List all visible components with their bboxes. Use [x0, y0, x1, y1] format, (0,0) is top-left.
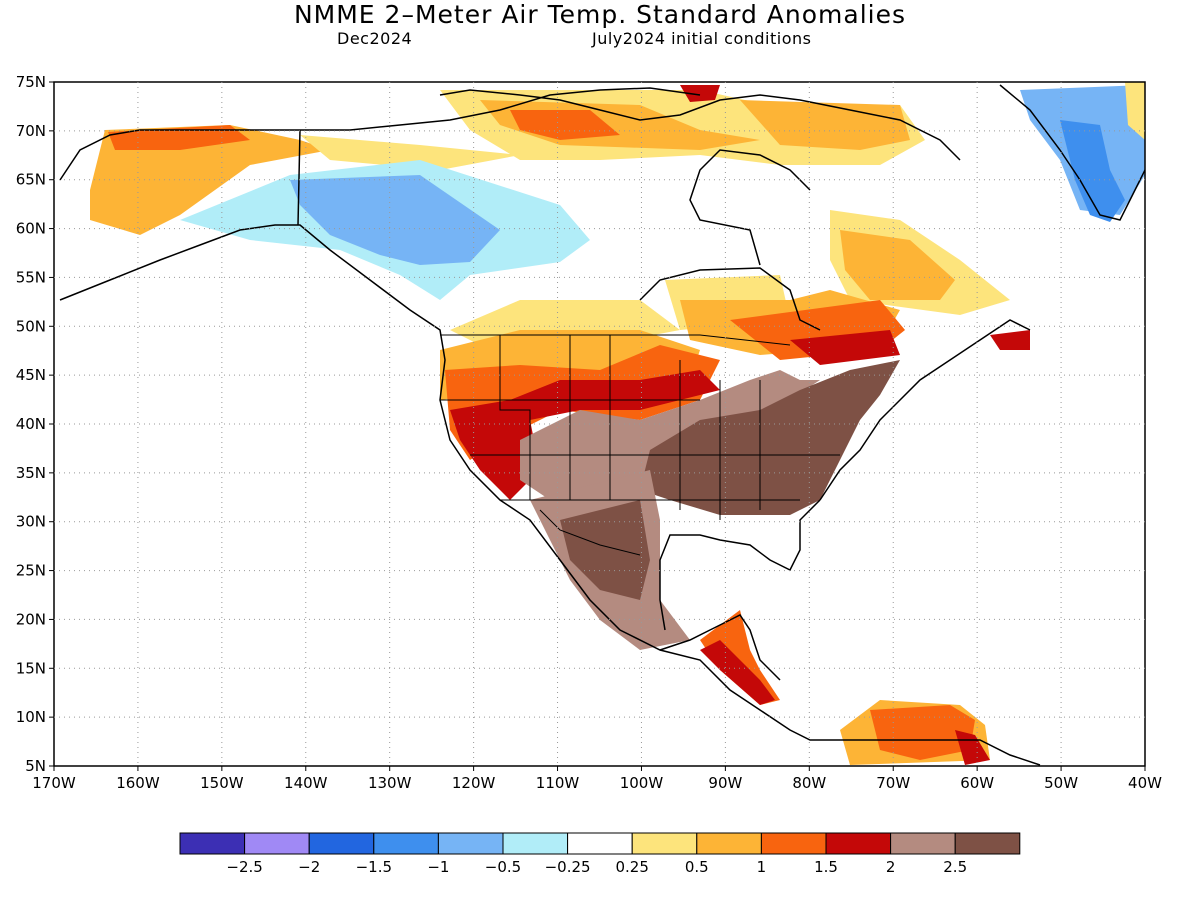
lat-tick-label: 40N: [16, 415, 46, 433]
anomaly-region: [300, 135, 520, 170]
legend-label: −2.5: [226, 858, 262, 876]
legend-swatch: [179, 832, 246, 855]
legend-label: 2: [886, 858, 896, 876]
legend-swatch: [437, 832, 504, 855]
anomaly-region: [450, 370, 720, 500]
legend-swatch: [631, 832, 698, 855]
map-title: NMME 2–Meter Air Temp. Standard Anomalie…: [293, 0, 907, 29]
anomaly-region: [740, 100, 910, 150]
anomaly-region: [870, 705, 975, 760]
legend-label: −1: [427, 858, 449, 876]
lon-tick-label: 100W: [620, 774, 664, 792]
lon-tick-label: 80W: [792, 774, 826, 792]
color-legend: −2.5 −2 −1.5 −1 −0.5 −0.25 0.25 0.5 1 1.5 2 2.5: [179, 832, 1021, 876]
axis-labels: 75N 70N 65N 60N 55N 50N 45N 40N 35N 30N 25N 20N 15N 1…: [16, 73, 1162, 792]
lat-tick-label: 30N: [16, 513, 46, 531]
anomaly-region: [700, 640, 775, 705]
lat-tick-label: 65N: [16, 171, 46, 189]
legend-label: 1.5: [814, 858, 838, 876]
legend-swatch: [760, 832, 827, 855]
legend-swatch: [954, 832, 1021, 855]
lon-tick-label: 140W: [284, 774, 328, 792]
anomaly-field: [90, 82, 1145, 765]
coastlines: [59, 84, 1145, 766]
legend-swatch: [890, 832, 956, 855]
lat-tick-label: 10N: [16, 708, 46, 726]
anomaly-region: [955, 730, 990, 765]
legend-label: 1: [757, 858, 767, 876]
legend-label: −0.25: [545, 858, 591, 876]
anomaly-region: [1060, 120, 1125, 222]
legend-swatch: [825, 832, 892, 855]
anomaly-region: [520, 370, 820, 500]
anomaly-region: [560, 500, 650, 600]
lat-tick-label: 45N: [16, 366, 46, 384]
legend-label: −2: [298, 858, 320, 876]
lon-tick-label: 120W: [452, 774, 496, 792]
lat-tick-label: 55N: [16, 268, 46, 286]
legend-swatch: [567, 832, 633, 855]
legend-label: 0.25: [615, 858, 648, 876]
lat-tick-label: 15N: [16, 659, 46, 677]
anomaly-region: [640, 360, 900, 515]
lat-tick-label: 75N: [16, 73, 46, 91]
lon-tick-label: 160W: [116, 774, 160, 792]
lon-tick-label: 50W: [1044, 774, 1078, 792]
anomaly-region: [510, 110, 620, 140]
legend-swatch: [308, 832, 375, 855]
initial-conditions-label: July2024 initial conditions: [592, 29, 812, 48]
lon-tick-label: 40W: [1128, 774, 1162, 792]
legend-swatch: [244, 832, 310, 855]
anomaly-region: [680, 85, 720, 102]
legend-swatch: [373, 832, 439, 855]
lat-tick-label: 25N: [16, 562, 46, 580]
legend-label: 0.5: [685, 858, 709, 876]
legend-label: 2.5: [943, 858, 967, 876]
anomaly-region: [790, 330, 900, 365]
lat-tick-label: 70N: [16, 122, 46, 140]
legend-swatch: [502, 832, 569, 855]
anomaly-region: [840, 230, 955, 300]
lon-tick-label: 170W: [32, 774, 76, 792]
lon-tick-label: 150W: [200, 774, 244, 792]
lat-tick-label: 50N: [16, 317, 46, 335]
anomaly-region: [290, 175, 500, 265]
lon-tick-label: 90W: [708, 774, 742, 792]
lon-tick-label: 110W: [536, 774, 580, 792]
lat-tick-label: 5N: [25, 757, 46, 775]
lon-tick-label: 70W: [876, 774, 910, 792]
legend-label: −1.5: [356, 858, 392, 876]
anomaly-region: [990, 330, 1030, 350]
legend-swatch: [696, 832, 762, 855]
valid-month-label: Dec2024: [337, 29, 413, 48]
anomaly-region: [1125, 82, 1145, 140]
lon-tick-label: 130W: [368, 774, 412, 792]
grid-lines: [49, 81, 1146, 771]
lat-tick-label: 60N: [16, 220, 46, 238]
legend-label: −0.5: [485, 858, 521, 876]
lon-tick-label: 60W: [960, 774, 994, 792]
lat-tick-label: 20N: [16, 610, 46, 628]
lat-tick-label: 35N: [16, 464, 46, 482]
